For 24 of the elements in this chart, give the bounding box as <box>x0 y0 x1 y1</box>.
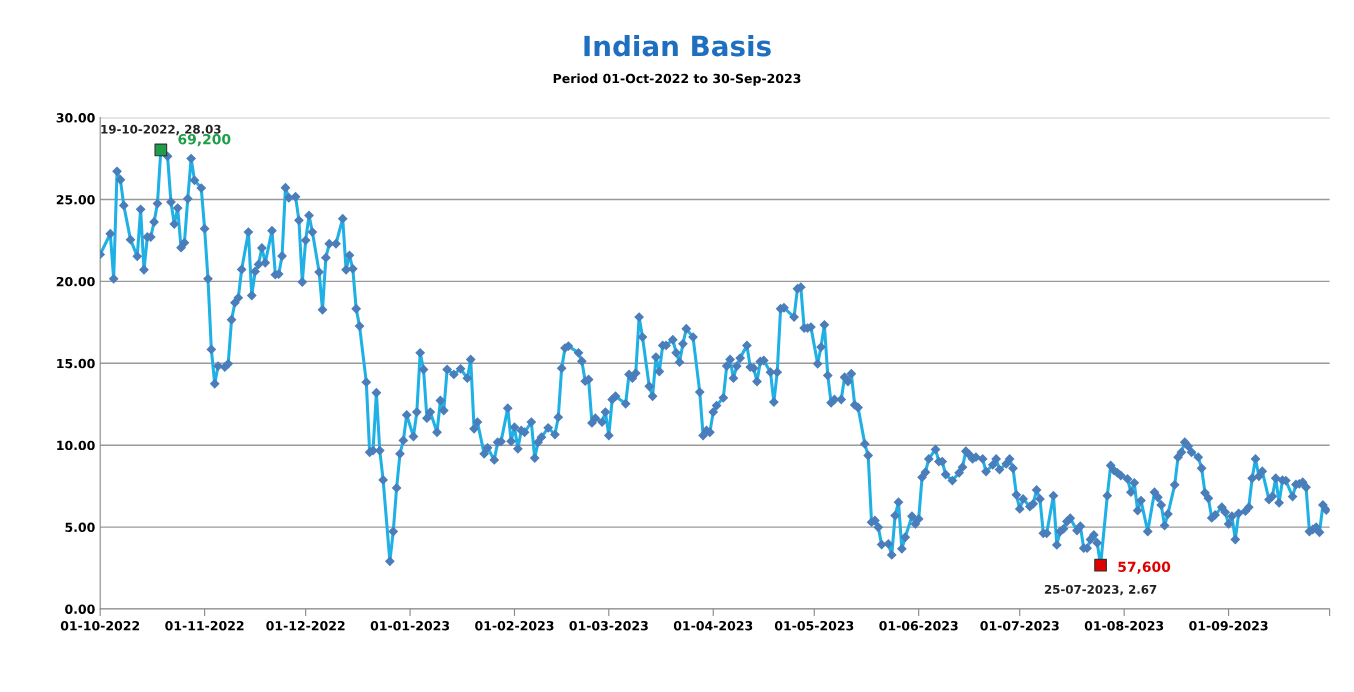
x-tick-label: 01-06-2023 <box>879 620 958 631</box>
x-tick-label: 01-10-2022 <box>60 620 140 631</box>
x-tick-label: 01-03-2023 <box>569 620 648 631</box>
y-tick-label: 5.00 <box>65 522 95 532</box>
y-tick-label: 10.00 <box>57 440 95 451</box>
chart-title: Indian Basis <box>584 35 771 57</box>
x-tick-label: 01-12-2022 <box>266 620 345 631</box>
y-tick-label: 25.00 <box>56 195 95 205</box>
annotation: 25-07-2023, 2.67 <box>1044 584 1157 596</box>
y-tick-label: 30.00 <box>56 113 95 123</box>
annotation: 57,600 <box>1118 561 1171 574</box>
x-tick-label: 01-05-2023 <box>774 620 854 631</box>
x-tick-label: 01-02-2023 <box>475 620 554 631</box>
y-tick-label: 15.00 <box>57 358 95 369</box>
annotation: 69,200 <box>178 133 231 147</box>
x-tick-label: 01-01-2023 <box>370 620 450 631</box>
x-tick-label: 01-04-2023 <box>673 620 753 631</box>
x-tick-label: 01-07-2023 <box>980 620 1059 631</box>
x-tick-label: 01-09-2023 <box>1189 620 1268 631</box>
y-tick-label: 0.00 <box>65 604 95 614</box>
chart-subtitle: Period 01-Oct-2022 to 30-Sep-2023 <box>553 73 801 86</box>
y-tick-label: 20.00 <box>56 276 95 287</box>
x-tick-label: 01-11-2022 <box>165 620 244 631</box>
x-tick-label: 01-08-2023 <box>1084 620 1164 631</box>
